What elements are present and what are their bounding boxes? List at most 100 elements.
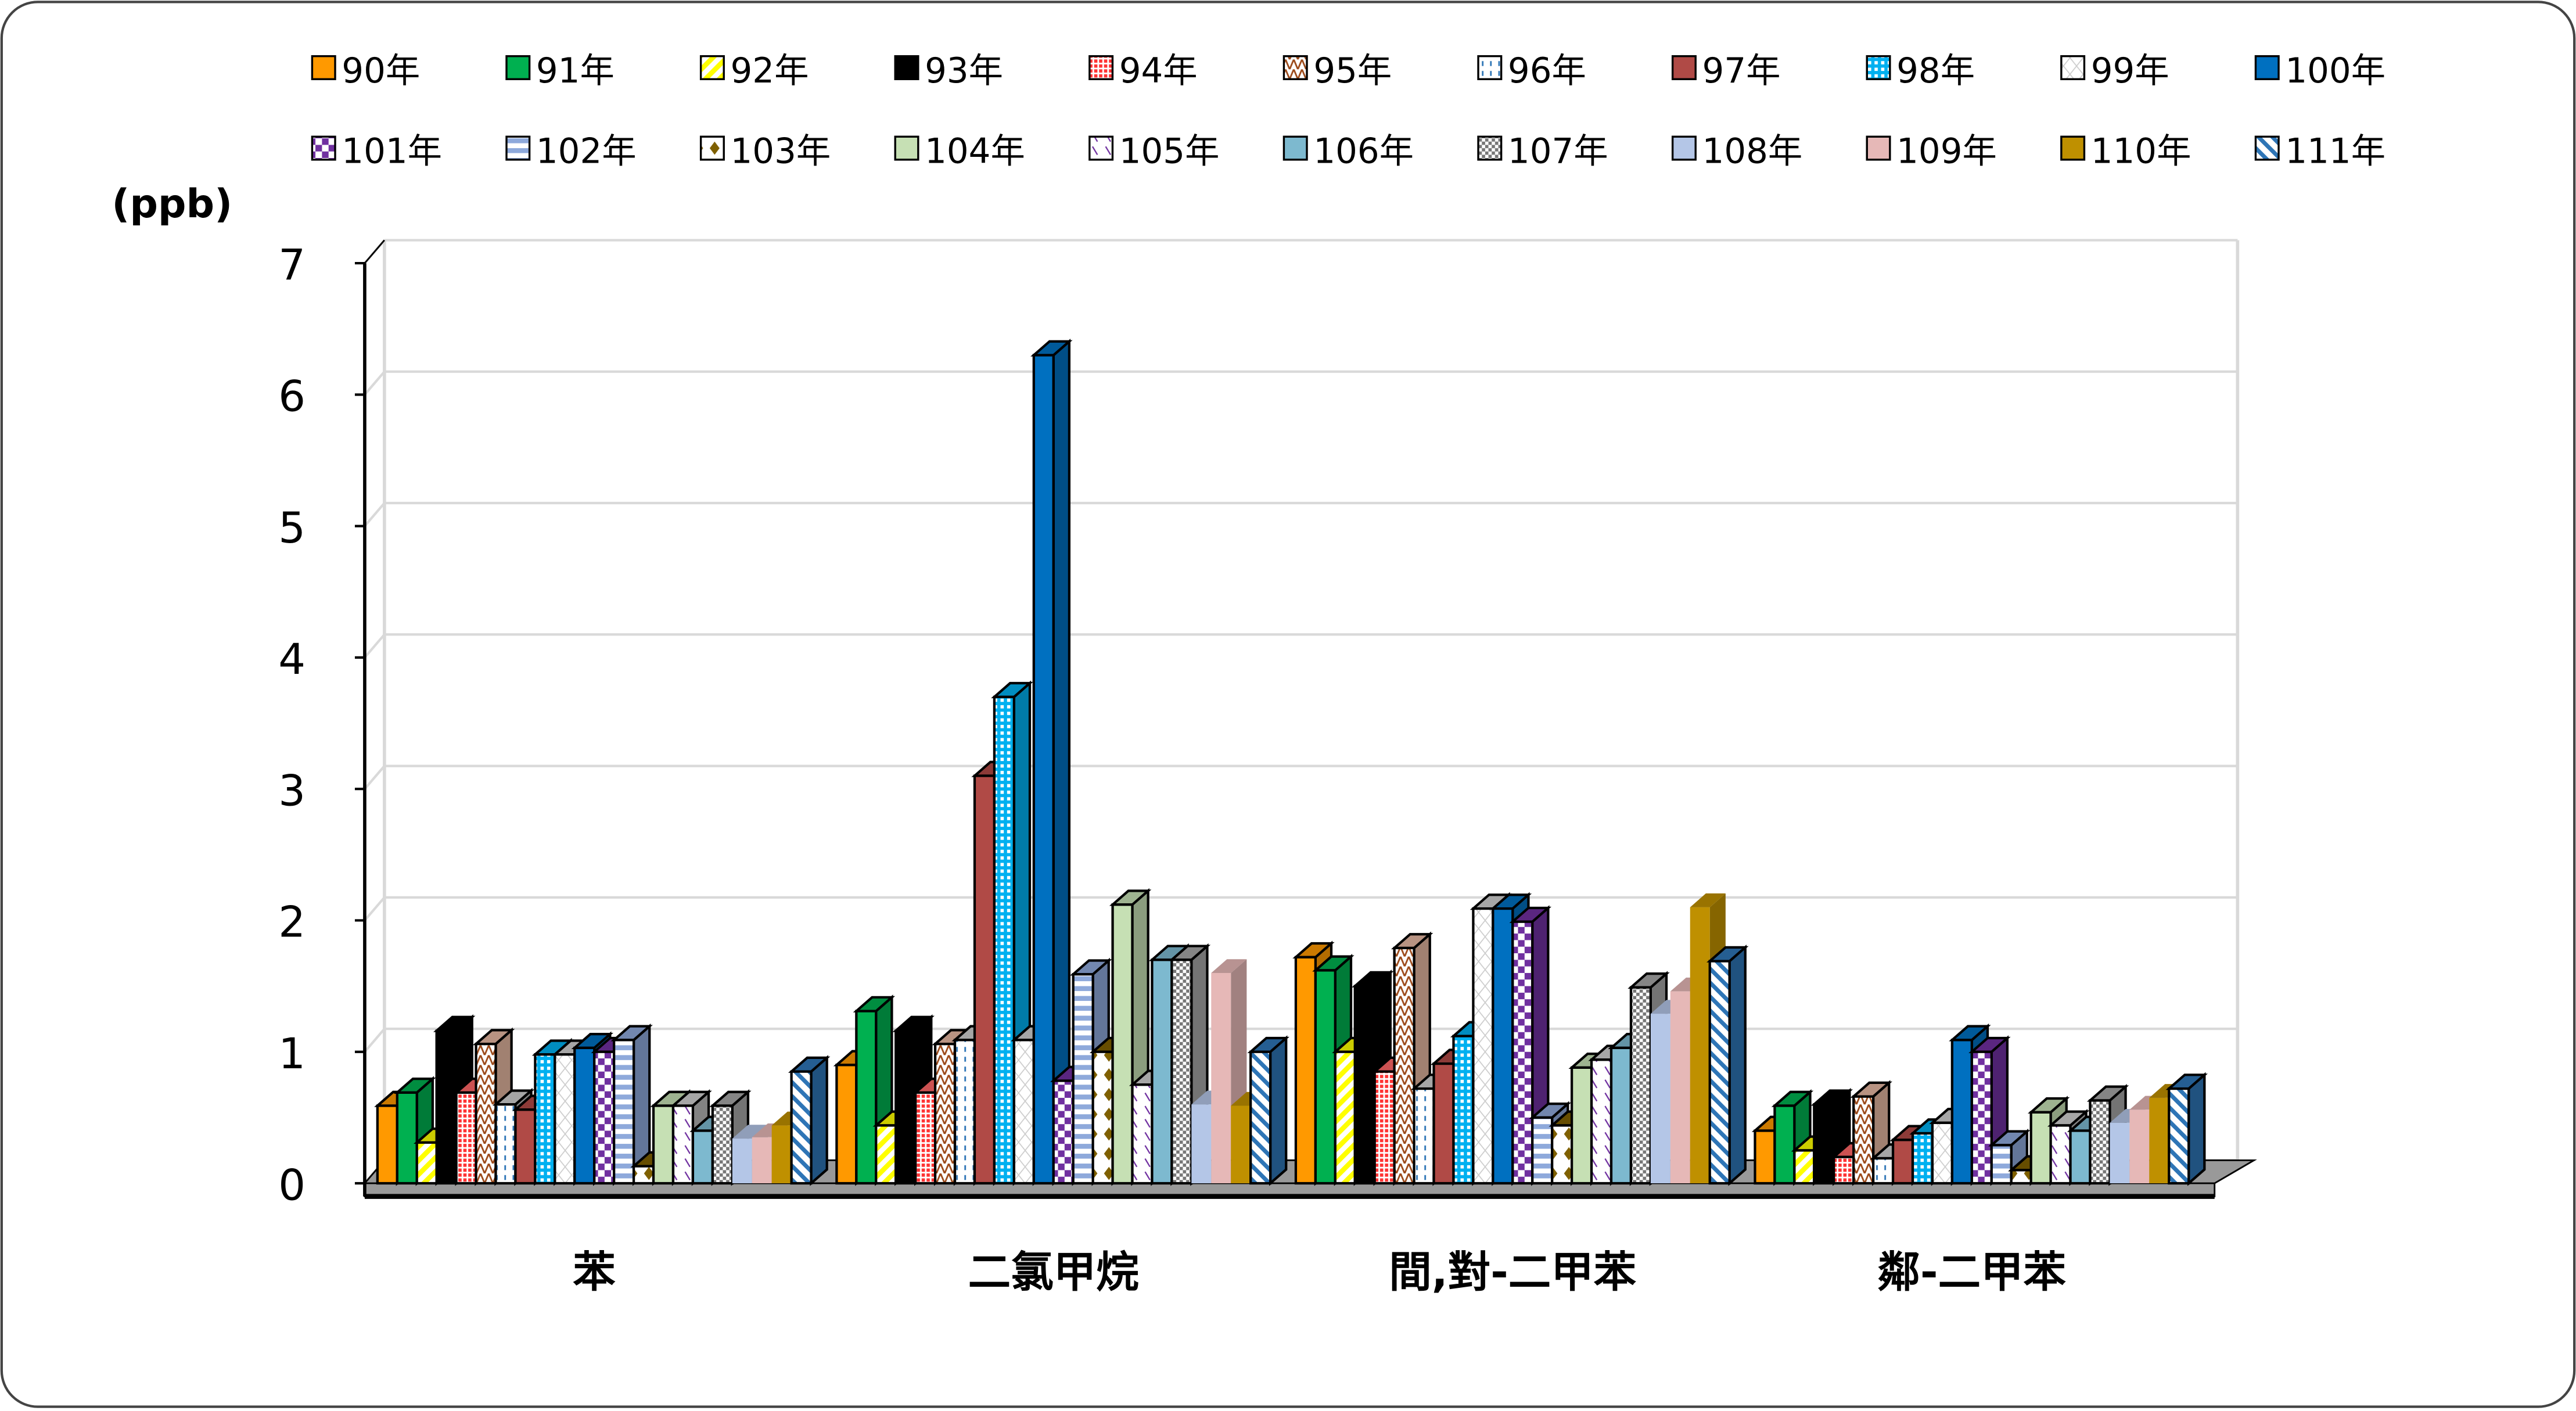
bar-front [613,1039,635,1185]
bar-front [1052,1079,1075,1185]
legend-item: 102年 [505,132,637,172]
y-tick-label: 3 [278,766,306,816]
legend-label: 98年 [1896,51,1975,91]
bar-front [1373,1070,1396,1185]
bar-front [494,1103,517,1185]
bar-front [732,1139,752,1183]
bar-front [1813,1103,1835,1185]
bar-front [376,1104,398,1185]
bar-front [711,1104,734,1185]
bar-front [435,1029,458,1185]
bar-front [2069,1129,2092,1185]
bar-front [752,1137,772,1183]
legend-item: 111年 [2254,132,2385,172]
bar-front [1872,1157,1895,1185]
y-tick-label: 1 [278,1029,306,1079]
legend-item: 92年 [699,51,809,91]
bar-front [835,1064,858,1185]
bar-front [671,1104,695,1185]
bar-side [1728,945,1747,1186]
legend-item: 90年 [311,51,420,91]
gridline-side [364,1028,386,1053]
bar-front [1511,920,1534,1185]
bar [1988,1128,2031,1186]
x-category-label: 鄰-二甲苯 [1878,1248,2067,1297]
legend-label: 101年 [342,132,442,172]
bar-front [1432,1062,1455,1185]
bar-front [2029,1111,2052,1185]
legend-label: 107年 [1508,132,1608,172]
legend-item: 101年 [311,132,442,172]
bar-front [1249,1050,1272,1185]
y-tick-label: 2 [278,898,306,947]
legend-item: 99年 [2060,51,2169,91]
y-axis-label: (ppb) [112,181,232,227]
bar-front [1690,907,1710,1183]
bar-front [1072,973,1094,1185]
legend-item: 91年 [505,51,615,91]
legend-swatch [2254,55,2280,80]
bar-top [1211,959,1247,973]
bar-front [396,1091,418,1185]
bar-front [1334,1050,1356,1185]
bar-front [1413,1087,1435,1185]
bar-front [632,1165,655,1185]
gridline-side [364,371,386,396]
legend-label: 106年 [1313,132,1414,172]
legend-swatch [1671,135,1697,161]
bar-front [1032,354,1055,1185]
bar-front [1609,1046,1633,1185]
legend-label: 96年 [1508,51,1586,91]
legend-swatch [1088,55,1114,80]
legend-label: 100年 [2285,51,2385,91]
legend-item: 96年 [1477,51,1586,91]
bar-front [554,1053,576,1185]
legend-swatch [311,135,336,161]
legend-label: 108年 [1702,132,1803,172]
bar-front [1314,969,1336,1185]
bar-front [1211,972,1231,1183]
legend-item: 97年 [1671,51,1781,91]
legend-label: 99年 [2091,51,2169,91]
legend: 90年 91年 92年 93年 94年 95年 96年 97年 98年 99年 100年 101年 10… [311,51,2385,172]
bar-front [1294,956,1317,1185]
gridline-side [364,502,386,527]
legend-swatch [1088,135,1114,161]
bar-front [1650,1014,1670,1183]
bar-front [894,1029,917,1185]
bar-front [993,695,1015,1185]
legend-swatch [2060,135,2086,161]
legend-swatch [894,55,919,80]
y-tick-label: 0 [278,1161,306,1210]
legend-item: 110年 [2060,132,2191,172]
y-tick-label: 4 [278,635,306,684]
bar-front [1629,986,1652,1185]
bar-front [652,1104,675,1185]
bar-front [593,1050,616,1185]
bar-front [1111,903,1134,1185]
x-category-label: 苯 [573,1248,616,1297]
legend-label: 104年 [925,132,1025,172]
bar-front [1570,1066,1593,1185]
bar-front [2089,1099,2111,1185]
legend-label: 97年 [1702,51,1781,91]
bar-front [1931,1121,1954,1185]
legend-label: 109年 [1896,132,1997,172]
legend-label: 91年 [536,51,615,91]
bar-front [1970,1050,1993,1185]
bar [2165,1072,2208,1186]
bar-front [1452,1035,1475,1185]
legend-item: 100年 [2254,51,2385,91]
bar-front [1091,1050,1114,1185]
bar-front [2110,1122,2130,1183]
bar-front [1990,1144,2013,1185]
bar-top [732,1125,768,1139]
bar-front [455,1091,477,1185]
bar-front [914,1091,937,1185]
bar-front [475,1043,497,1185]
legend-swatch [1866,55,1891,80]
legend-item: 94年 [1088,51,1198,91]
legend-label: 102年 [536,132,637,172]
bar-front [1012,1039,1035,1185]
